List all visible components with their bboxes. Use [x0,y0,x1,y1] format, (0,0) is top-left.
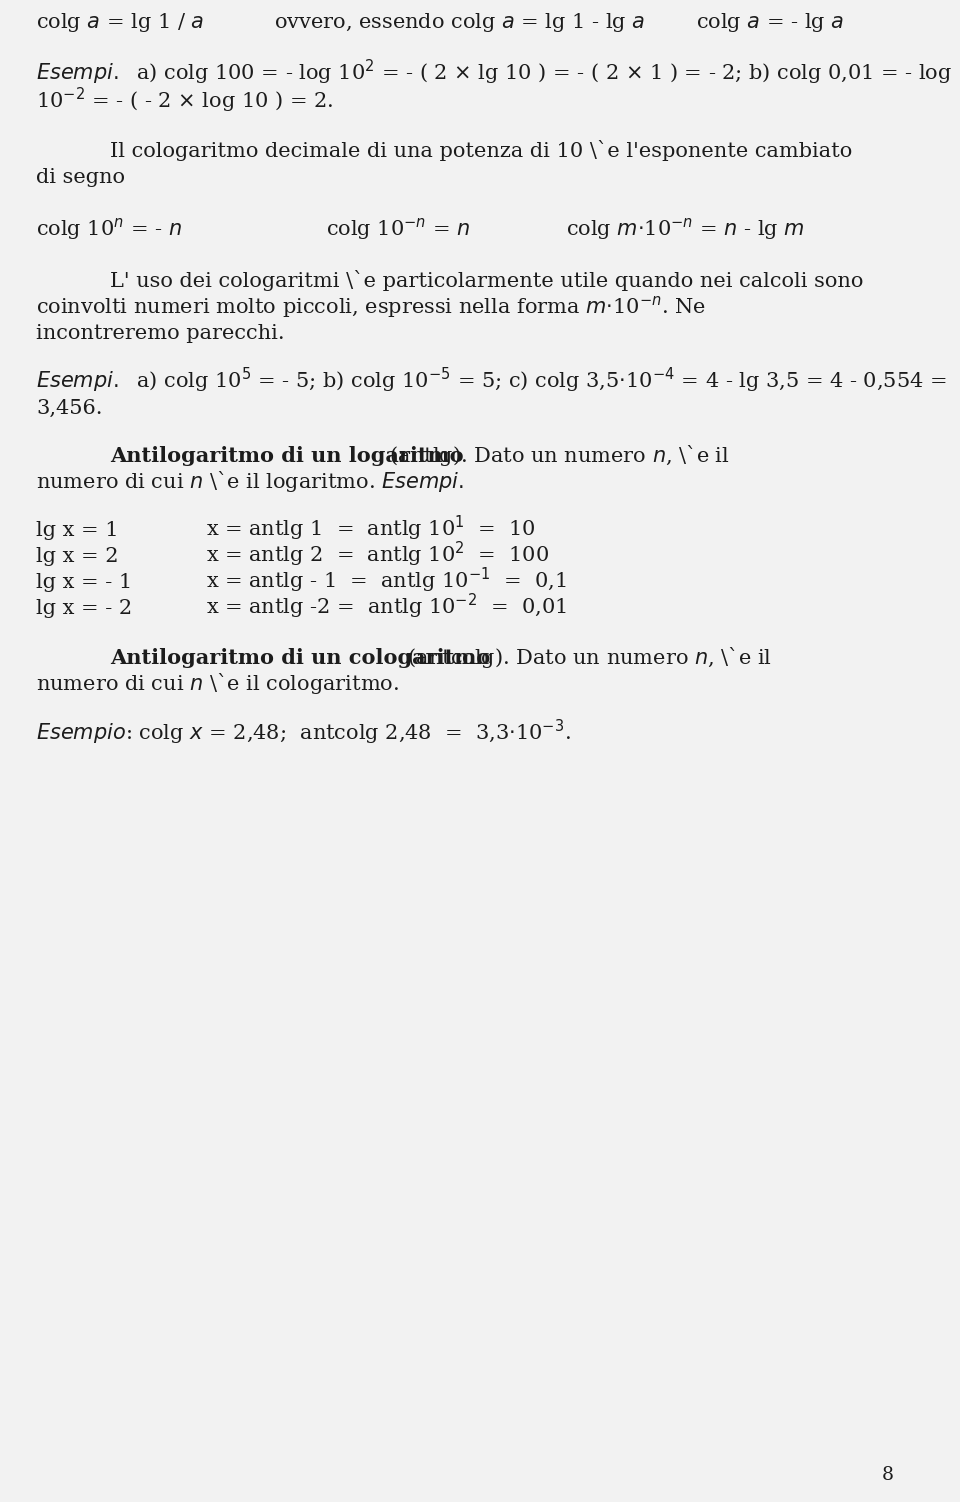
Text: Antilogaritmo di un cologaritmo: Antilogaritmo di un cologaritmo [110,647,491,668]
Text: 8: 8 [881,1466,894,1484]
Text: 3,456.: 3,456. [36,400,103,418]
Text: x = antlg -2 =  antlg 10$^{-2}$  =  0,01: x = antlg -2 = antlg 10$^{-2}$ = 0,01 [206,592,567,620]
Text: di segno: di segno [36,168,126,188]
Text: colg 10$^n$ = - $n$: colg 10$^n$ = - $n$ [36,216,182,242]
Text: $Esempi.$  a) colg 10$^5$ = - 5; b) colg 10$^{-5}$ = 5; c) colg 3,5$\cdot$10$^{-: $Esempi.$ a) colg 10$^5$ = - 5; b) colg … [36,365,948,395]
Text: x = antlg 2  =  antlg 10$^2$  =  100: x = antlg 2 = antlg 10$^2$ = 100 [206,539,549,569]
Text: lg x = 1: lg x = 1 [36,521,119,541]
Text: incontreremo parecchi.: incontreremo parecchi. [36,324,285,342]
Text: $Esempi.$  a) colg 100 = - log 10$^2$ = - ( 2 $\times$ lg 10 ) = - ( 2 $\times$ : $Esempi.$ a) colg 100 = - log 10$^2$ = -… [36,57,952,87]
Text: colg $a$ = lg 1 / $a$: colg $a$ = lg 1 / $a$ [36,11,204,35]
Text: x = antlg - 1  =  antlg 10$^{-1}$  =  0,1: x = antlg - 1 = antlg 10$^{-1}$ = 0,1 [206,566,567,595]
Text: lg x = 2: lg x = 2 [36,547,119,566]
Text: Il cologaritmo decimale di una potenza di 10 \`e l'esponente cambiato: Il cologaritmo decimale di una potenza d… [110,140,852,161]
Text: L' uso dei cologaritmi \`e particolarmente utile quando nei calcoli sono: L' uso dei cologaritmi \`e particolarmen… [110,270,864,291]
Text: ovvero, essendo colg $a$ = lg 1 - lg $a$: ovvero, essendo colg $a$ = lg 1 - lg $a$ [274,11,645,35]
Text: colg $m$$\cdot$10$^{-n}$ = $n$ - lg $m$: colg $m$$\cdot$10$^{-n}$ = $n$ - lg $m$ [566,216,805,242]
Text: (antcolg). Dato un numero $n$, \`e il: (antcolg). Dato un numero $n$, \`e il [400,644,772,670]
Text: x = antlg 1  =  antlg 10$^1$  =  10: x = antlg 1 = antlg 10$^1$ = 10 [206,514,536,542]
Text: lg x = - 2: lg x = - 2 [36,599,132,617]
Text: Antilogaritmo di un logaritmo: Antilogaritmo di un logaritmo [110,446,464,466]
Text: $Esempio$: colg $x$ = 2,48;  antcolg 2,48  =  3,3$\cdot$10$^{-3}$.: $Esempio$: colg $x$ = 2,48; antcolg 2,48… [36,718,571,746]
Text: numero di cui $n$ \`e il cologaritmo.: numero di cui $n$ \`e il cologaritmo. [36,671,399,695]
Text: colg $a$ = - lg $a$: colg $a$ = - lg $a$ [696,11,844,35]
Text: coinvolti numeri molto piccoli, espressi nella forma $m$$\cdot$10$^{-n}$. Ne: coinvolti numeri molto piccoli, espressi… [36,293,707,320]
Text: lg x = - 1: lg x = - 1 [36,572,132,592]
Text: 10$^{-2}$ = - ( - 2 $\times$ log 10 ) = 2.: 10$^{-2}$ = - ( - 2 $\times$ log 10 ) = … [36,86,334,114]
Text: numero di cui $n$ \`e il logaritmo. $Esempi.$: numero di cui $n$ \`e il logaritmo. $Ese… [36,469,465,494]
Text: colg 10$^{-n}$ = $n$: colg 10$^{-n}$ = $n$ [326,216,470,242]
Text: (antlg). Dato un numero $n$, \`e il: (antlg). Dato un numero $n$, \`e il [382,443,730,469]
